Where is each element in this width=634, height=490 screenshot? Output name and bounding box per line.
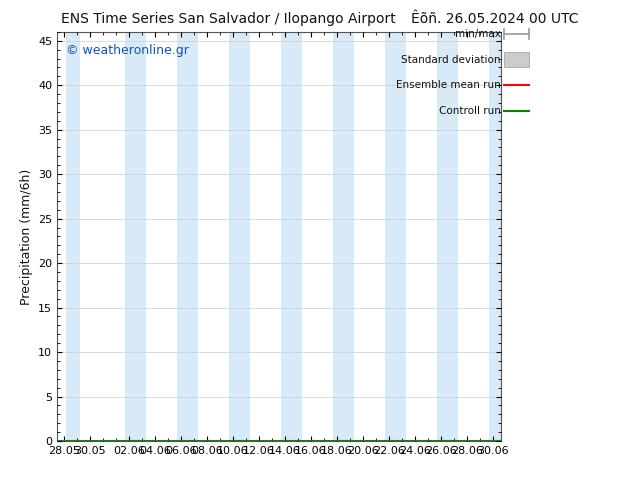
Y-axis label: Precipitation (mm/6h): Precipitation (mm/6h) xyxy=(20,168,32,305)
Bar xyxy=(125,32,146,441)
Bar xyxy=(489,32,501,441)
Text: min/max: min/max xyxy=(455,29,501,39)
Bar xyxy=(333,32,354,441)
Text: © weatheronline.gr: © weatheronline.gr xyxy=(66,44,189,57)
Bar xyxy=(437,32,458,441)
Bar xyxy=(177,32,198,441)
Bar xyxy=(229,32,250,441)
Bar xyxy=(66,32,81,441)
Text: Standard deviation: Standard deviation xyxy=(401,55,501,65)
Text: ENS Time Series San Salvador / Ilopango Airport: ENS Time Series San Salvador / Ilopango … xyxy=(61,12,396,26)
Bar xyxy=(281,32,302,441)
Text: Êõñ. 26.05.2024 00 UTC: Êõñ. 26.05.2024 00 UTC xyxy=(411,12,578,26)
Text: Controll run: Controll run xyxy=(439,106,501,116)
Text: Ensemble mean run: Ensemble mean run xyxy=(396,80,501,90)
Bar xyxy=(385,32,406,441)
